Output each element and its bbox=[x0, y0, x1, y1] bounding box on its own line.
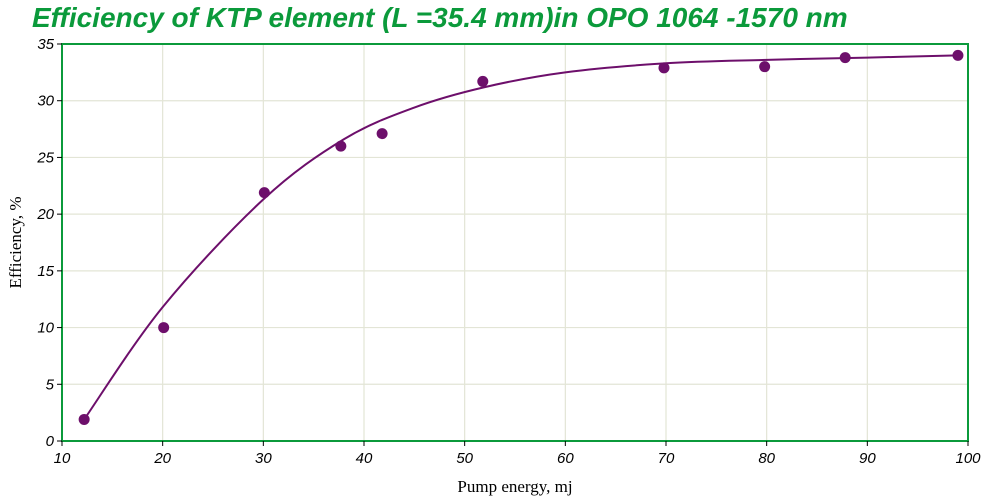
chart-title: Efficiency of KTP element (L =35.4 mm)in… bbox=[32, 2, 848, 33]
y-tick-label: 10 bbox=[37, 320, 54, 337]
x-tick-label: 80 bbox=[758, 450, 775, 467]
y-tick-label: 25 bbox=[36, 149, 54, 166]
data-point bbox=[376, 128, 388, 140]
y-tick-label: 15 bbox=[37, 263, 54, 280]
x-tick-label: 100 bbox=[955, 450, 981, 467]
x-tick-label: 90 bbox=[859, 450, 876, 467]
x-tick-label: 20 bbox=[153, 450, 171, 467]
x-tick-label: 40 bbox=[356, 450, 373, 467]
x-tick-label: 60 bbox=[557, 450, 574, 467]
axis-ticks: 10 20 30 40 50 60 70 80 90 100 0 5 10 15 20 25 30 35 bbox=[36, 36, 981, 467]
x-axis-label: Pump energy, mj bbox=[457, 477, 572, 496]
data-point bbox=[952, 49, 964, 61]
y-tick-label: 20 bbox=[36, 206, 54, 223]
x-tick-label: 10 bbox=[54, 450, 71, 467]
data-point bbox=[759, 61, 771, 73]
plot-frame bbox=[61, 43, 969, 442]
x-tick-label: 70 bbox=[658, 450, 675, 467]
data-point bbox=[158, 322, 170, 334]
y-tick-label: 0 bbox=[46, 433, 55, 450]
y-tick-label: 5 bbox=[46, 376, 55, 393]
x-tick-label: 30 bbox=[255, 450, 272, 467]
y-tick-label: 30 bbox=[37, 93, 54, 110]
grid bbox=[62, 44, 968, 441]
data-points bbox=[78, 49, 964, 425]
data-point bbox=[839, 52, 851, 64]
y-axis-label: Efficiency, % bbox=[6, 196, 25, 288]
fit-curve bbox=[83, 54, 958, 421]
data-point bbox=[477, 75, 489, 87]
data-point bbox=[335, 140, 347, 152]
data-point bbox=[658, 62, 670, 74]
x-tick-label: 50 bbox=[456, 450, 473, 467]
y-tick-label: 35 bbox=[37, 36, 54, 53]
data-point bbox=[258, 187, 270, 199]
data-point bbox=[78, 413, 90, 425]
